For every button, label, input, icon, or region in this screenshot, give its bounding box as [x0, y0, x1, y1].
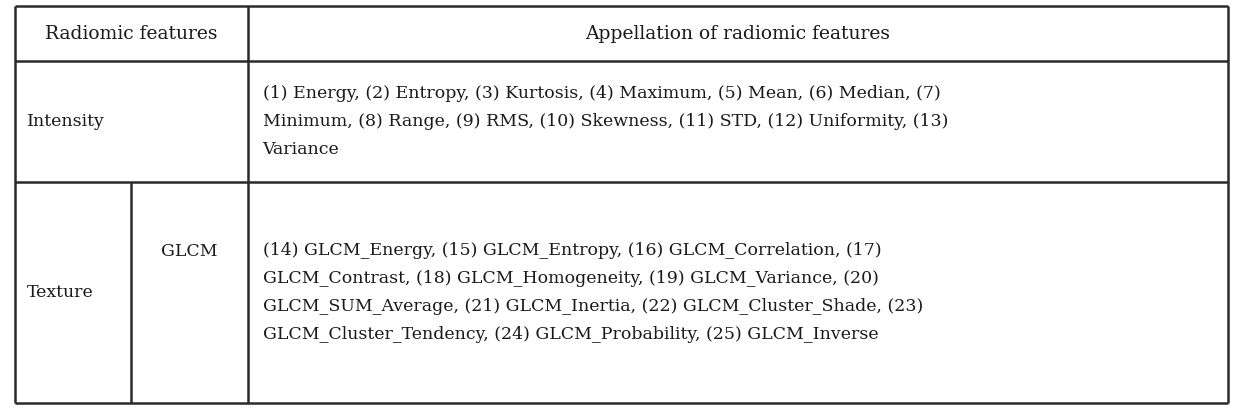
Text: GLCM_Cluster_Tendency, (24) GLCM_Probability, (25) GLCM_Inverse: GLCM_Cluster_Tendency, (24) GLCM_Probabi… [263, 326, 878, 343]
Text: (1) Energy, (2) Entropy, (3) Kurtosis, (4) Maximum, (5) Mean, (6) Median, (7): (1) Energy, (2) Entropy, (3) Kurtosis, (… [263, 85, 940, 102]
Text: Intensity: Intensity [27, 113, 105, 130]
Text: GLCM: GLCM [161, 243, 218, 260]
Text: (14) GLCM_Energy, (15) GLCM_Entropy, (16) GLCM_Correlation, (17): (14) GLCM_Energy, (15) GLCM_Entropy, (16… [263, 242, 882, 259]
Text: Texture: Texture [27, 284, 94, 301]
Text: GLCM_SUM_Average, (21) GLCM_Inertia, (22) GLCM_Cluster_Shade, (23): GLCM_SUM_Average, (21) GLCM_Inertia, (22… [263, 298, 923, 315]
Text: Minimum, (8) Range, (9) RMS, (10) Skewness, (11) STD, (12) Uniformity, (13): Minimum, (8) Range, (9) RMS, (10) Skewne… [263, 113, 947, 130]
Text: Variance: Variance [263, 141, 340, 158]
Text: Appellation of radiomic features: Appellation of radiomic features [585, 25, 890, 43]
Text: Radiomic features: Radiomic features [45, 25, 217, 43]
Text: GLCM_Contrast, (18) GLCM_Homogeneity, (19) GLCM_Variance, (20): GLCM_Contrast, (18) GLCM_Homogeneity, (1… [263, 270, 878, 287]
